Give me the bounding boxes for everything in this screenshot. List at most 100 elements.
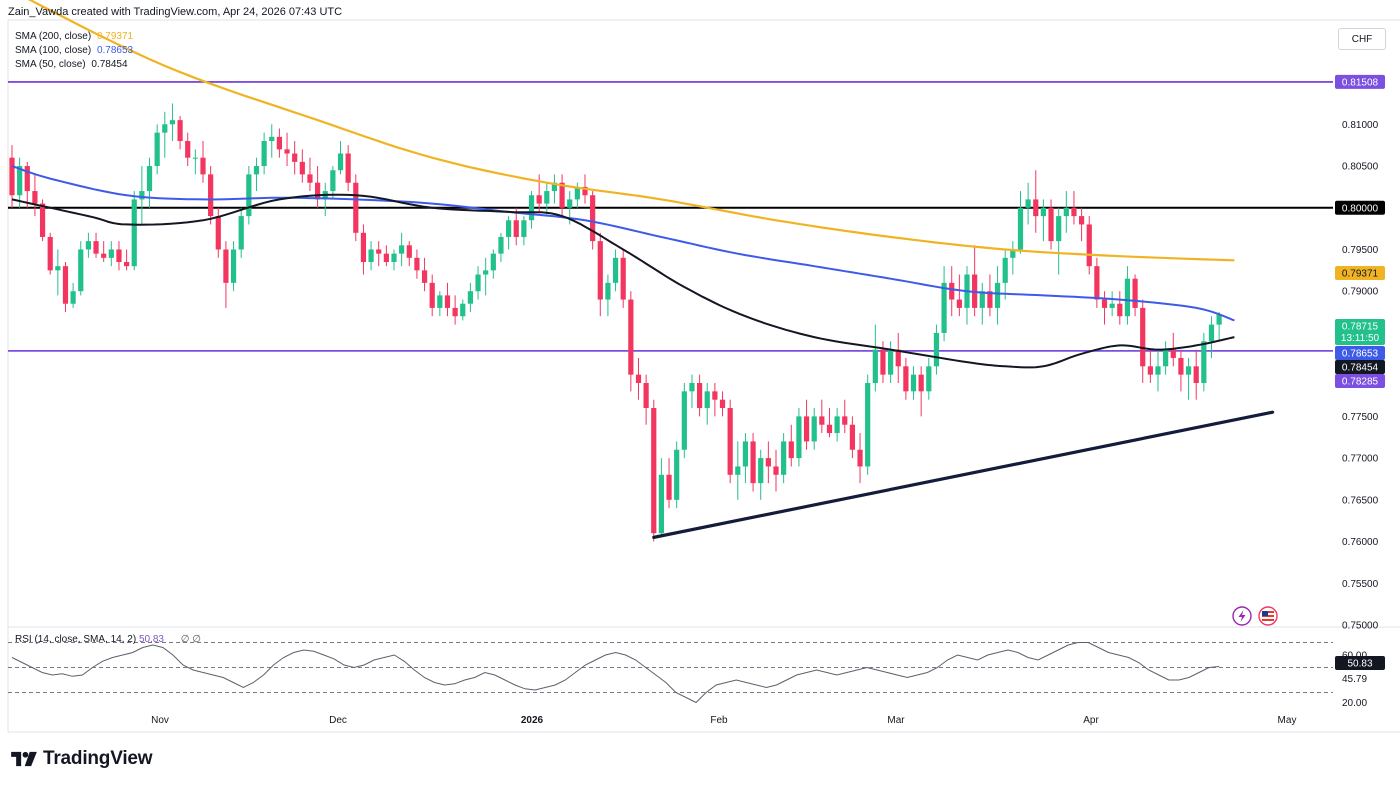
us-flag-icon[interactable] bbox=[1258, 606, 1278, 626]
candle bbox=[376, 241, 382, 267]
candle bbox=[590, 191, 596, 250]
candle bbox=[865, 374, 871, 475]
candle bbox=[544, 182, 550, 217]
candle-body bbox=[628, 299, 634, 375]
candle bbox=[85, 232, 91, 258]
candle bbox=[941, 266, 947, 342]
candle bbox=[391, 249, 397, 271]
candle-body bbox=[192, 157, 198, 159]
candle bbox=[17, 157, 23, 208]
candle bbox=[1086, 216, 1092, 275]
time-tick-label: 2026 bbox=[521, 715, 544, 726]
candle bbox=[399, 232, 405, 267]
candle bbox=[62, 262, 69, 313]
flash-icon[interactable] bbox=[1232, 606, 1252, 626]
candle-body bbox=[376, 249, 382, 254]
candle bbox=[70, 282, 76, 308]
candle-body bbox=[131, 199, 137, 267]
candle-body bbox=[773, 466, 779, 475]
rsi-legend[interactable]: RSI (14, close, SMA, 14, 2) 50.83 ∅ ∅ bbox=[15, 634, 201, 645]
candle-body bbox=[1124, 278, 1131, 317]
candle-body bbox=[299, 161, 305, 175]
candle-body bbox=[781, 441, 787, 475]
candle-body bbox=[933, 332, 940, 367]
candle-body bbox=[567, 199, 573, 208]
currency-button[interactable]: CHF bbox=[1338, 28, 1386, 50]
legend-sma50[interactable]: SMA (50, close) 0.78454 bbox=[15, 58, 133, 72]
level-price-text: 0.80000 bbox=[1342, 203, 1379, 214]
candle-body bbox=[230, 249, 237, 283]
candle-body bbox=[1002, 257, 1008, 283]
time-axis[interactable]: Nov Dec 2026 Feb Mar Apr May bbox=[151, 715, 1296, 726]
candle bbox=[742, 433, 749, 484]
rsi-value-tag bbox=[1335, 656, 1385, 670]
countdown-text: 13:11:50 bbox=[1341, 333, 1380, 344]
candle-body bbox=[116, 249, 122, 262]
legend-value: 0.79371 bbox=[96, 31, 134, 42]
level-price-tag bbox=[1335, 200, 1385, 215]
price-tag bbox=[1335, 319, 1385, 345]
trendline bbox=[652, 410, 1275, 539]
candle bbox=[169, 103, 176, 141]
candle bbox=[460, 299, 466, 321]
candle bbox=[284, 132, 290, 167]
price-tick-label: 0.75500 bbox=[1342, 579, 1379, 590]
chart-icons[interactable] bbox=[1232, 606, 1278, 626]
candle bbox=[1017, 191, 1024, 254]
candle-body bbox=[1033, 199, 1039, 217]
legend-sma100[interactable]: SMA (100, close) 0.78653 bbox=[15, 44, 133, 58]
candle-body bbox=[276, 136, 282, 150]
candle bbox=[666, 458, 672, 509]
candle bbox=[124, 249, 130, 271]
candle-body bbox=[1185, 366, 1192, 375]
price-tag-text: 0.78285 bbox=[1342, 377, 1379, 388]
candle bbox=[635, 357, 642, 400]
candle bbox=[1010, 241, 1016, 275]
grid bbox=[7, 19, 1400, 733]
price-tick-label: 0.79500 bbox=[1342, 245, 1379, 256]
candle bbox=[421, 257, 428, 292]
candle bbox=[368, 241, 374, 271]
rsi-extra: ∅ ∅ bbox=[180, 634, 201, 645]
candle bbox=[903, 357, 909, 400]
candle-body bbox=[1216, 314, 1222, 325]
candle-body bbox=[849, 424, 855, 450]
candle-body bbox=[987, 291, 993, 308]
candle bbox=[208, 166, 214, 225]
legend-label: SMA (200, close) bbox=[15, 31, 92, 42]
candle-body bbox=[253, 166, 260, 175]
candle bbox=[467, 282, 473, 313]
chart-credit: Zain_Vawda created with TradingView.com,… bbox=[8, 6, 343, 18]
candle-body bbox=[742, 441, 749, 467]
candle-body bbox=[475, 274, 481, 292]
candle bbox=[628, 291, 634, 392]
candle-body bbox=[1025, 199, 1031, 208]
candle-body bbox=[1178, 357, 1184, 375]
tradingview-logo[interactable]: TradingView bbox=[9, 748, 153, 770]
candle bbox=[888, 341, 894, 383]
candle bbox=[1033, 170, 1039, 233]
candle bbox=[32, 174, 38, 217]
legend-sma200[interactable]: SMA (200, close) 0.79371 bbox=[15, 30, 133, 44]
candle bbox=[674, 441, 680, 509]
candle-body bbox=[444, 295, 451, 308]
candle-body bbox=[750, 441, 756, 484]
candle bbox=[452, 295, 458, 325]
candle-body bbox=[834, 416, 840, 434]
candle bbox=[315, 166, 321, 208]
time-tick-label: May bbox=[1278, 715, 1297, 726]
candle bbox=[834, 408, 840, 442]
candle bbox=[842, 399, 848, 434]
candle bbox=[773, 449, 779, 492]
brand-name: TradingView bbox=[43, 748, 153, 769]
candle-body bbox=[490, 253, 496, 271]
candle-body bbox=[62, 266, 69, 304]
price-tick-label: 0.81000 bbox=[1342, 120, 1379, 131]
candle bbox=[215, 207, 221, 258]
time-tick-label: Mar bbox=[887, 715, 905, 726]
candle-body bbox=[605, 282, 611, 300]
price-tick-label: 0.77000 bbox=[1342, 454, 1379, 465]
candle-body bbox=[429, 282, 435, 308]
